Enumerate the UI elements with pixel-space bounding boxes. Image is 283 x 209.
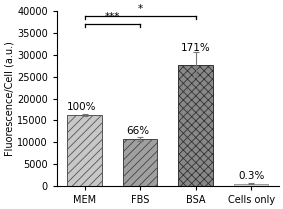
Bar [123,139,157,186]
Y-axis label: Fluorescence/Cell (a.u.): Fluorescence/Cell (a.u.) [4,41,14,156]
Text: 171%: 171% [181,43,211,53]
Bar [234,184,268,186]
Text: ***: *** [105,12,120,22]
Text: 66%: 66% [126,126,149,136]
Bar [178,65,213,186]
Bar [67,115,102,186]
Text: *: * [138,4,143,14]
Text: 0.3%: 0.3% [238,171,264,181]
Text: 100%: 100% [67,102,97,112]
